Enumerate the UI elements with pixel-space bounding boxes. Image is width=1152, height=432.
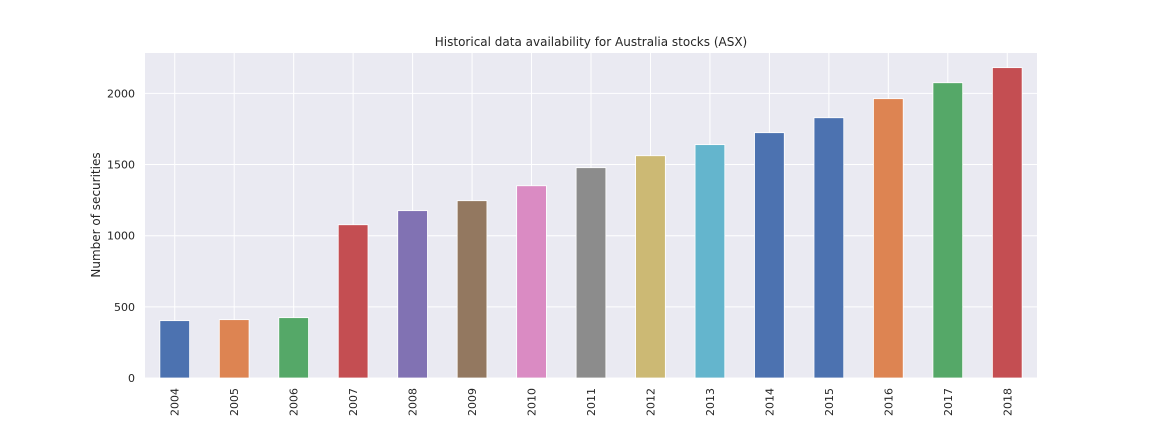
y-tick-label: 500	[114, 301, 135, 314]
x-tick-label: 2016	[882, 388, 895, 416]
x-tick-label: 2018	[1001, 388, 1014, 416]
bar-2006	[278, 317, 309, 379]
x-tick-label: 2011	[585, 388, 598, 416]
bars	[159, 67, 1023, 379]
bar-2014	[754, 132, 785, 379]
bar-2012	[635, 155, 666, 379]
x-tick-label: 2004	[169, 388, 182, 416]
bar-2017	[932, 82, 964, 379]
y-axis-label: Number of securities	[89, 152, 103, 277]
x-tick-labels: 2004 2005 2006 2007 2008 2009 2010 2011 2012 2013…	[169, 388, 1015, 416]
bar-2018	[992, 67, 1023, 379]
bar-2011	[575, 167, 607, 379]
y-tick-labels: 0 500 1000 1500 2000	[107, 87, 135, 385]
x-tick-label: 2014	[763, 388, 776, 416]
x-tick-label: 2005	[228, 388, 241, 416]
chart-title: Historical data availability for Austral…	[435, 35, 747, 49]
x-tick-label: 2008	[407, 388, 420, 416]
y-tick-label: 0	[128, 372, 135, 385]
x-tick-label: 2012	[644, 388, 657, 416]
bar-2013	[694, 144, 726, 379]
y-tick-label: 1000	[107, 230, 135, 243]
bar-2009	[456, 200, 488, 379]
bar-2004	[159, 320, 191, 379]
x-tick-label: 2009	[466, 388, 479, 416]
y-tick-label: 1500	[107, 159, 135, 172]
bar-2015	[813, 117, 845, 379]
bar-2016	[873, 98, 904, 379]
bar-2005	[218, 319, 250, 379]
bar-2008	[397, 210, 428, 379]
x-tick-label: 2007	[347, 388, 360, 416]
x-tick-label: 2013	[704, 388, 717, 416]
x-tick-label: 2017	[942, 388, 955, 416]
x-tick-label: 2015	[823, 388, 836, 416]
x-tick-label: 2010	[526, 388, 539, 416]
x-tick-label: 2006	[288, 388, 301, 416]
bar-2007	[337, 224, 369, 379]
y-tick-label: 2000	[107, 87, 135, 100]
bar-2010	[516, 185, 547, 379]
